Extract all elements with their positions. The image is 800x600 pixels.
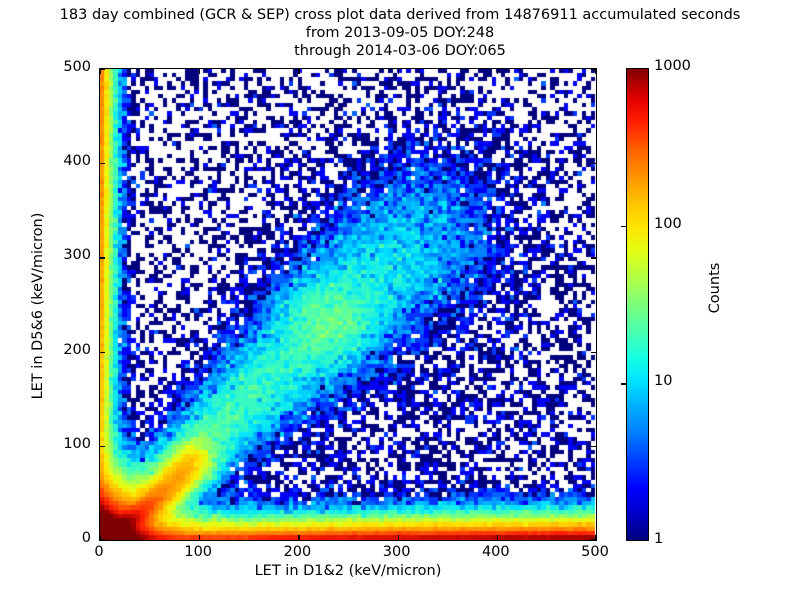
y-tick-label-100: 100 [63, 435, 91, 452]
y-tick-label-200: 200 [63, 341, 91, 358]
x-tick-500 [595, 535, 596, 540]
x-tick-200 [298, 535, 300, 540]
y-tick-500 [100, 69, 105, 71]
x-tick-200 [298, 69, 300, 74]
y-tick-200 [591, 351, 596, 353]
x-tick-label-400: 400 [481, 544, 510, 560]
colorbar-label-10: 10 [654, 373, 673, 390]
colorbar-label-1: 1 [654, 531, 664, 547]
plot-axes [99, 68, 597, 541]
y-tick-0 [591, 539, 596, 540]
x-tick-label-500: 500 [581, 544, 609, 560]
y-tick-label-0: 0 [81, 530, 91, 546]
x-tick-100 [199, 535, 201, 540]
title-line-1: 183 day combined (GCR & SEP) cross plot … [59, 7, 741, 23]
colorbar-title: Counts [707, 262, 723, 314]
x-tick-400 [496, 69, 498, 74]
title-line-2: from 2013-09-05 DOY:248 [305, 25, 495, 41]
x-tick-label-100: 100 [184, 544, 213, 560]
chart-title: 183 day combined (GCR & SEP) cross plot … [0, 6, 800, 60]
x-tick-100 [199, 69, 201, 74]
y-tick-300 [100, 257, 105, 259]
y-tick-100 [100, 445, 105, 447]
y-tick-label-400: 400 [63, 153, 91, 170]
colorbar-label-100: 100 [654, 215, 682, 232]
y-tick-label-500: 500 [63, 59, 91, 75]
y-tick-200 [100, 351, 105, 353]
title-line-3: through 2014-03-06 DOY:065 [294, 43, 506, 59]
x-tick-0 [100, 535, 102, 540]
colorbar-tick-100 [621, 225, 626, 227]
y-tick-label-300: 300 [63, 247, 91, 264]
y-tick-500 [591, 69, 596, 71]
y-tick-400 [100, 163, 105, 165]
x-tick-300 [397, 535, 399, 540]
colorbar: 1 10 100 1000 [621, 58, 691, 547]
x-tick-label-0: 0 [94, 544, 104, 560]
x-tick-label-200: 200 [283, 544, 312, 560]
colorbar-gradient [626, 68, 649, 541]
colorbar-tick-10 [621, 383, 626, 385]
scatter-heatmap [100, 69, 596, 540]
y-tick-0 [100, 539, 105, 540]
x-tick-0 [100, 69, 102, 74]
y-tick-400 [591, 163, 596, 165]
x-tick-300 [397, 69, 399, 74]
x-tick-label-300: 300 [382, 544, 411, 560]
x-tick-500 [595, 69, 596, 74]
colorbar-label-1000: 1000 [654, 58, 691, 74]
y-axis-title: LET in D5&6 (keV/micron) [30, 212, 46, 400]
y-tick-300 [591, 257, 596, 259]
y-tick-100 [591, 445, 596, 447]
x-axis-title: LET in D1&2 (keV/micron) [254, 563, 442, 579]
x-tick-400 [496, 535, 498, 540]
